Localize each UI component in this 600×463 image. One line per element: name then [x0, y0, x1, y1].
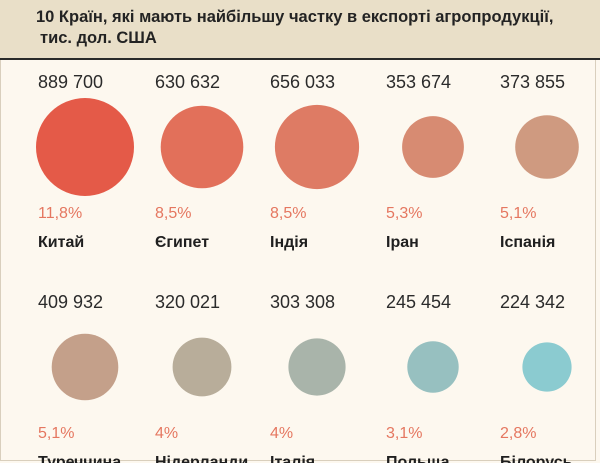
share-label-9: 3,1%: [386, 425, 422, 442]
share-label-8: 4%: [270, 425, 293, 442]
value-label-8: 303 308: [270, 292, 335, 312]
share-label-5: 5,1%: [500, 205, 536, 222]
bubble-1: [36, 98, 134, 196]
value-label-1: 889 700: [38, 72, 103, 92]
bubble-2: [160, 105, 244, 189]
bubble-8: [288, 338, 346, 396]
share-label-3: 8,5%: [270, 205, 306, 222]
country-label-1: Китай: [38, 234, 84, 251]
bubble-9: [407, 341, 459, 393]
chart-title: 10 Країн, які мають найбільшу частку в е…: [36, 7, 592, 49]
bubble-chart: 889 700 11,8% Китай 630 632 8,5% Єгипет 656 03…: [36, 72, 579, 463]
share-label-1: 11,8%: [38, 205, 82, 222]
chart-title-line-1: 10 Країн, які мають найбільшу частку в е…: [36, 8, 554, 26]
chart-title-line-2: тис. дол. США: [40, 29, 157, 47]
country-label-9: Польща: [386, 454, 450, 463]
bubble-3: [274, 104, 360, 190]
bubble-5: [515, 115, 579, 179]
value-label-3: 656 033: [270, 72, 335, 92]
country-label-4: Іран: [386, 234, 419, 251]
share-label-2: 8,5%: [155, 205, 191, 222]
value-label-4: 353 674: [386, 72, 451, 92]
share-label-10: 2,8%: [500, 425, 536, 442]
bubble-7: [172, 337, 232, 397]
country-label-3: Індія: [270, 234, 308, 251]
value-label-7: 320 021: [155, 292, 220, 312]
bubble-6: [51, 333, 119, 401]
value-label-9: 245 454: [386, 292, 451, 312]
share-label-4: 5,3%: [386, 205, 422, 222]
country-label-2: Єгипет: [155, 234, 209, 251]
chart-header: 10 Країн, які мають найбільшу частку в е…: [0, 0, 600, 60]
country-label-8: Італія: [270, 454, 315, 463]
country-label-7: Нідерланди: [155, 454, 248, 463]
country-label-5: Іспанія: [500, 234, 555, 251]
bubble-4: [402, 116, 464, 178]
value-label-2: 630 632: [155, 72, 220, 92]
share-label-6: 5,1%: [38, 425, 74, 442]
value-label-10: 224 342: [500, 292, 565, 312]
value-label-6: 409 932: [38, 292, 103, 312]
country-label-6: Туреччина: [38, 454, 121, 463]
share-label-7: 4%: [155, 425, 178, 442]
country-label-10: Білорусь: [500, 454, 573, 463]
value-label-5: 373 855: [500, 72, 565, 92]
bubble-10: [522, 342, 572, 392]
